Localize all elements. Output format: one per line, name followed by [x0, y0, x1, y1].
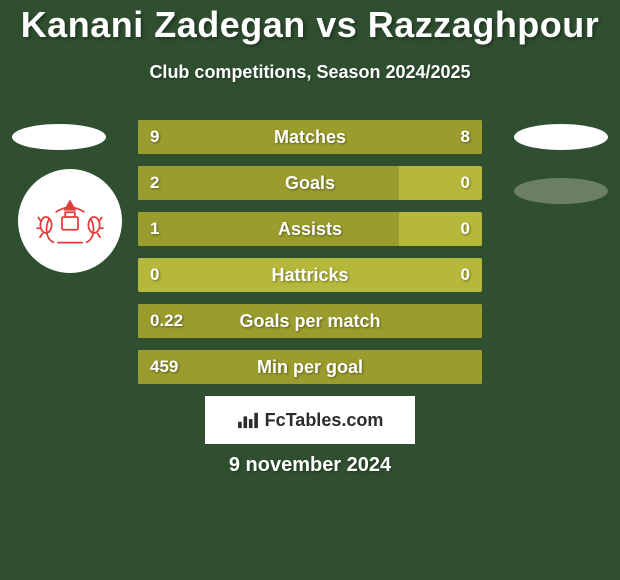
page-subtitle: Club competitions, Season 2024/2025 — [0, 62, 620, 83]
club-badge-left — [12, 124, 106, 150]
bar-left-fill — [138, 166, 399, 200]
stat-row: Goals per match0.22 — [138, 304, 482, 338]
stat-row: Matches98 — [138, 120, 482, 154]
stat-row: Goals20 — [138, 166, 482, 200]
bar-left-fill — [138, 120, 320, 154]
stats-bars-container: Matches98 Goals20 Assists10 Hattricks00 Goal… — [138, 120, 482, 396]
generated-date: 9 november 2024 — [0, 454, 620, 477]
placeholder-crest-icon — [30, 191, 110, 251]
club-badge-right-1 — [514, 124, 608, 150]
bar-left-fill — [138, 304, 482, 338]
bars-logo-icon — [237, 411, 259, 429]
bar-right-fill — [320, 120, 482, 154]
comparison-infographic: Kanani Zadegan vs Razzaghpour Club compe… — [0, 0, 620, 580]
player-avatar-placeholder — [18, 169, 122, 273]
attribution-badge: FcTables.com — [205, 396, 415, 444]
bar-track — [138, 258, 482, 292]
stat-row: Min per goal459 — [138, 350, 482, 384]
club-badge-right-2 — [514, 178, 608, 204]
bar-left-fill — [138, 350, 482, 384]
bar-left-fill — [138, 212, 399, 246]
page-title: Kanani Zadegan vs Razzaghpour — [0, 4, 620, 46]
stat-row: Hattricks00 — [138, 258, 482, 292]
stat-row: Assists10 — [138, 212, 482, 246]
attribution-text: FcTables.com — [265, 410, 384, 431]
